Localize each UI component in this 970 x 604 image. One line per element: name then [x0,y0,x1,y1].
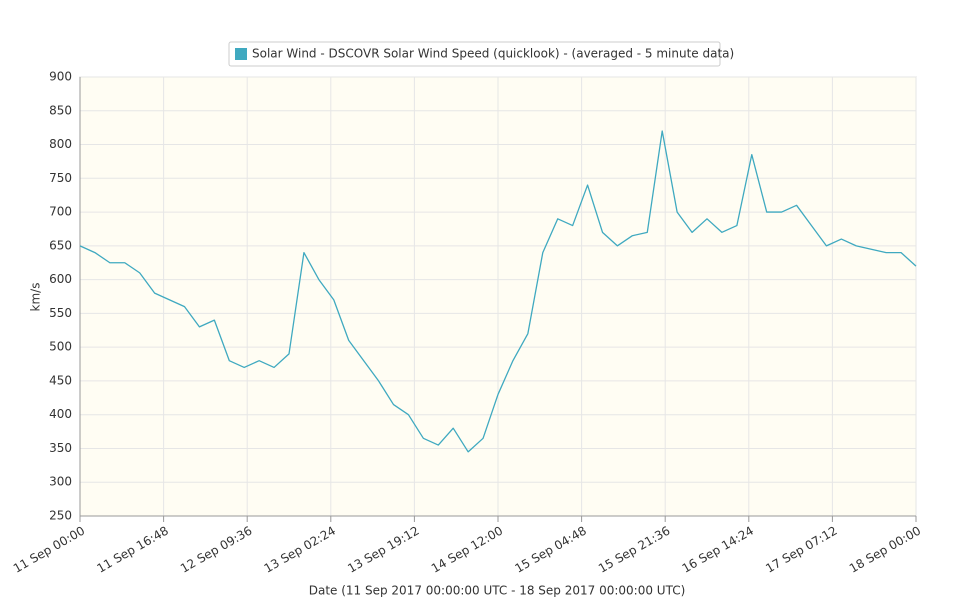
x-tick-label: 14 Sep 12:00 [429,524,505,576]
y-tick-label: 850 [49,103,72,117]
y-tick-label: 900 [49,70,72,84]
y-tick-label: 250 [49,509,72,523]
y-tick-label: 300 [49,475,72,489]
x-tick-label: 15 Sep 04:48 [512,524,588,576]
y-tick-label: 400 [49,407,72,421]
y-tick-label: 800 [49,137,72,151]
x-tick-label: 13 Sep 02:24 [262,524,338,576]
y-tick-label: 450 [49,373,72,387]
y-tick-label: 550 [49,306,72,320]
data-line [79,130,917,453]
x-tick-label: 13 Sep 19:12 [345,524,421,576]
x-tick-label: 16 Sep 14:24 [680,524,756,576]
x-tick-label: 12 Sep 09:36 [178,524,254,576]
x-tick-label: 18 Sep 00:00 [847,524,923,576]
legend-box [228,41,721,67]
x-tick-label: 11 Sep 16:48 [94,524,170,576]
x-axis-title: Date (11 Sep 2017 00:00:00 UTC - 18 Sep … [309,584,686,598]
x-tick-label: 11 Sep 00:00 [11,524,87,576]
y-tick-label: 600 [49,272,72,286]
y-tick-label: 650 [49,238,72,252]
y-tick-label: 750 [49,171,72,185]
x-tick-label: 17 Sep 07:12 [763,524,839,576]
y-tick-label: 500 [49,340,72,354]
y-axis-title: km/s [29,283,43,312]
x-tick-label: 15 Sep 21:36 [596,524,672,576]
y-tick-label: 350 [49,441,72,455]
y-tick-label: 700 [49,205,72,219]
legend-swatch [235,48,247,60]
legend-label: Solar Wind - DSCOVR Solar Wind Speed (qu… [252,47,734,61]
